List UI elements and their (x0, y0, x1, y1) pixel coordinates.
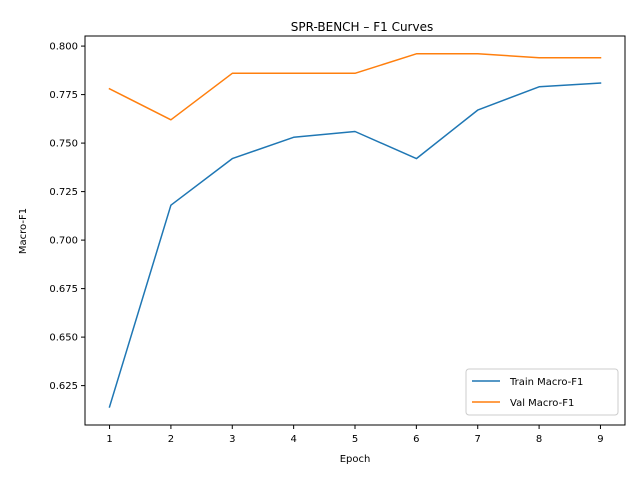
x-tick-label: 8 (536, 434, 542, 445)
x-axis-title: Epoch (340, 454, 371, 465)
series-lines (108, 53, 602, 408)
legend-label-val: Val Macro-F1 (510, 398, 574, 409)
y-axis: 0.625 0.650 0.675 0.700 0.725 0.750 0.775 0.800 (49, 42, 85, 392)
x-tick-label: 5 (352, 434, 358, 445)
chart-title: SPR-BENCH – F1 Curves (291, 20, 433, 34)
series-line-train (108, 82, 602, 408)
y-tick-label: 0.675 (49, 284, 78, 295)
y-axis-title: Macro-F1 (18, 208, 29, 254)
y-tick-label: 0.625 (49, 381, 78, 392)
y-tick-label: 0.775 (49, 90, 78, 101)
x-tick-label: 3 (229, 434, 235, 445)
x-tick-label: 4 (290, 434, 296, 445)
y-tick-label: 0.750 (49, 139, 78, 150)
series-line-val (108, 53, 602, 121)
legend-label-train: Train Macro-F1 (509, 377, 583, 388)
legend: Train Macro-F1 Val Macro-F1 (465, 368, 619, 416)
x-tick-label: 2 (168, 434, 174, 445)
y-tick-label: 0.725 (49, 187, 78, 198)
y-tick-label: 0.650 (49, 333, 78, 344)
legend-box (465, 368, 619, 416)
x-tick-label: 1 (106, 434, 112, 445)
x-tick-label: 9 (597, 434, 603, 445)
y-tick-label: 0.800 (49, 42, 78, 53)
x-tick-label: 7 (475, 434, 481, 445)
x-axis: 1 2 3 4 5 6 7 8 9 (106, 425, 604, 445)
y-tick-label: 0.700 (49, 236, 78, 247)
x-tick-label: 6 (413, 434, 419, 445)
